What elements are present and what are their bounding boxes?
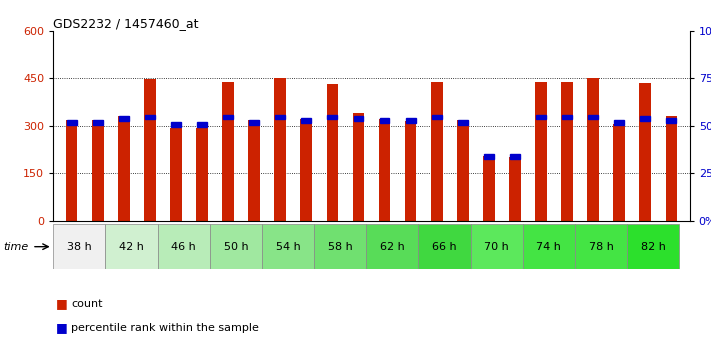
Text: 58 h: 58 h	[328, 242, 353, 252]
Bar	[587, 79, 599, 221]
Bar	[171, 122, 181, 127]
Text: ■: ■	[55, 321, 68, 334]
Bar	[301, 118, 311, 123]
Bar	[275, 115, 285, 119]
Bar	[53, 224, 105, 269]
Bar	[627, 224, 679, 269]
Bar	[484, 155, 494, 159]
Text: 38 h: 38 h	[67, 242, 92, 252]
Bar	[431, 82, 442, 221]
Bar	[379, 119, 390, 221]
Bar	[523, 224, 575, 269]
Text: 50 h: 50 h	[223, 242, 248, 252]
Bar	[65, 120, 77, 221]
Text: 70 h: 70 h	[484, 242, 509, 252]
Bar	[666, 118, 676, 123]
Text: 42 h: 42 h	[119, 242, 144, 252]
Bar	[432, 115, 442, 119]
Bar	[145, 115, 155, 119]
Bar	[458, 120, 468, 125]
Bar	[248, 120, 260, 221]
Bar	[614, 120, 624, 125]
Bar	[158, 224, 210, 269]
Text: time: time	[4, 242, 29, 252]
Bar	[561, 82, 573, 221]
Bar	[314, 224, 366, 269]
Bar	[535, 82, 547, 221]
Bar	[262, 224, 314, 269]
Bar	[144, 79, 156, 221]
Bar	[614, 124, 625, 221]
Bar	[366, 224, 419, 269]
Bar	[92, 120, 104, 221]
Bar	[665, 117, 678, 221]
Bar	[380, 118, 390, 123]
Bar	[301, 119, 312, 221]
Bar	[639, 83, 651, 221]
Bar	[510, 155, 520, 159]
Bar	[67, 120, 77, 125]
Bar	[509, 157, 520, 221]
Text: 74 h: 74 h	[536, 242, 561, 252]
Bar	[274, 79, 286, 221]
Bar	[328, 115, 337, 119]
Bar	[471, 224, 523, 269]
Text: 46 h: 46 h	[171, 242, 196, 252]
Text: 82 h: 82 h	[641, 242, 665, 252]
Bar	[170, 128, 182, 221]
Text: 62 h: 62 h	[380, 242, 405, 252]
Text: 78 h: 78 h	[589, 242, 614, 252]
Bar	[562, 115, 572, 119]
Bar	[405, 121, 417, 221]
Bar	[641, 117, 651, 121]
Bar	[536, 115, 546, 119]
Bar	[197, 122, 207, 127]
Text: GDS2232 / 1457460_at: GDS2232 / 1457460_at	[53, 17, 199, 30]
Bar	[326, 84, 338, 221]
Bar	[419, 224, 471, 269]
Bar	[92, 120, 102, 125]
Bar	[119, 117, 129, 121]
Bar	[457, 120, 469, 221]
Bar	[353, 113, 364, 221]
Bar	[196, 128, 208, 221]
Bar	[210, 224, 262, 269]
Bar	[483, 156, 495, 221]
Bar	[105, 224, 158, 269]
Bar	[406, 118, 415, 123]
Text: ■: ■	[55, 297, 68, 310]
Text: 66 h: 66 h	[432, 242, 457, 252]
Text: 54 h: 54 h	[276, 242, 301, 252]
Text: percentile rank within the sample: percentile rank within the sample	[71, 323, 259, 333]
Bar	[118, 117, 129, 221]
Text: count: count	[71, 299, 102, 308]
Bar	[588, 115, 598, 119]
Bar	[353, 117, 363, 121]
Bar	[223, 82, 234, 221]
Bar	[223, 115, 233, 119]
Bar	[249, 120, 259, 125]
Bar	[575, 224, 627, 269]
